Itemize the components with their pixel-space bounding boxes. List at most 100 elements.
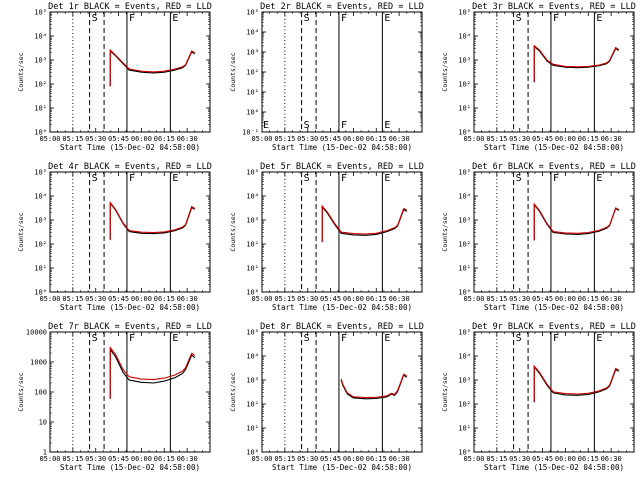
x-axis-label: Start Time (15-Dec-02 04:58:00) (60, 303, 200, 312)
y-tick-label: 10⁴ (246, 353, 259, 361)
marker-label-E: E (596, 173, 602, 184)
x-tick-label: 05:30 (85, 295, 106, 303)
lld-series-line (109, 48, 196, 87)
marker-label-bottom-E: E (384, 120, 390, 131)
y-tick-label: 10⁰ (458, 449, 471, 457)
x-tick-label: 05:00 (463, 135, 484, 143)
y-tick-label: 10⁰ (34, 289, 47, 297)
marker-label-S: S (92, 173, 98, 184)
x-tick-label: 06:30 (601, 455, 622, 463)
y-tick-label: 10⁰ (34, 129, 47, 137)
x-tick-label: 05:30 (297, 455, 318, 463)
x-axis-label: Start Time (15-Dec-02 04:58:00) (484, 303, 624, 312)
lld-series-line (533, 202, 620, 241)
panel-title: Det 8r BLACK = Events, RED = LLD (260, 322, 424, 332)
y-tick-label: 10⁵ (246, 169, 259, 177)
panel-title: Det 4r BLACK = Events, RED = LLD (48, 162, 212, 172)
marker-label-S: S (516, 13, 522, 24)
x-tick-label: 05:00 (251, 295, 272, 303)
y-axis-label: Counts/sec (229, 52, 237, 91)
y-tick-label: 10³ (34, 57, 47, 65)
plot-frame (473, 171, 635, 293)
marker-label-S: S (92, 13, 98, 24)
y-tick-label: 10⁴ (34, 193, 47, 201)
marker-label-F: F (129, 173, 135, 184)
y-tick-label: 10⁴ (246, 193, 259, 201)
y-axis-label: Counts/sec (229, 212, 237, 251)
x-axis-label: Start Time (15-Dec-02 04:58:00) (272, 303, 412, 312)
y-tick-label: 10⁵ (458, 9, 471, 17)
panel-title: Det 2r BLACK = Events, RED = LLD (260, 2, 424, 12)
y-tick-label: 10⁵ (34, 169, 47, 177)
lld-series-line (340, 373, 408, 399)
x-tick-label: 05:30 (297, 295, 318, 303)
x-tick-label: 06:30 (177, 295, 198, 303)
y-tick-label: 10⁵ (246, 9, 259, 17)
panel-5: Det 5r BLACK = Events, RED = LLD 05:00 05:… (229, 162, 424, 312)
y-tick-label: 10¹ (34, 105, 47, 113)
x-tick-label: 05:45 (320, 455, 341, 463)
x-tick-label: 06:30 (177, 135, 198, 143)
marker-label-F: F (553, 333, 559, 344)
plot-frame (261, 11, 423, 133)
x-axis-label: Start Time (15-Dec-02 04:58:00) (272, 143, 412, 152)
marker-label-E: E (172, 173, 178, 184)
panel-title: Det 1r BLACK = Events, RED = LLD (48, 2, 212, 12)
panel-title: Det 7r BLACK = Events, RED = LLD (48, 322, 212, 332)
x-tick-label: 05:45 (320, 295, 341, 303)
x-axis-label: Start Time (15-Dec-02 04:58:00) (60, 463, 200, 472)
x-tick-label: 06:15 (154, 455, 175, 463)
lld-series-line (533, 44, 620, 83)
x-tick-label: 05:45 (532, 455, 553, 463)
y-tick-label: 10⁴ (458, 33, 471, 41)
marker-label-S: S (516, 173, 522, 184)
y-tick-label: 10⁰ (458, 129, 471, 137)
marker-label-S: S (516, 333, 522, 344)
x-tick-label: 06:30 (389, 295, 410, 303)
marker-label-E: E (384, 13, 390, 24)
x-axis-label: Start Time (15-Dec-02 04:58:00) (60, 143, 200, 152)
marker-label-E: E (596, 13, 602, 24)
x-tick-label: 05:00 (251, 455, 272, 463)
x-tick-label: 06:00 (131, 455, 152, 463)
y-tick-label: 10¹ (246, 425, 259, 433)
x-tick-label: 06:15 (578, 135, 599, 143)
y-tick-label: 10² (246, 241, 259, 249)
x-tick-label: 05:00 (251, 135, 272, 143)
y-tick-label: 10² (246, 401, 259, 409)
marker-label-bottom-S: S (304, 120, 310, 131)
marker-label-F: F (341, 13, 347, 24)
y-tick-label: 1 (43, 449, 47, 457)
panel-7: Det 7r BLACK = Events, RED = LLD 05:00 05:… (17, 322, 212, 472)
y-tick-label: 10⁴ (34, 33, 47, 41)
y-axis-label: Counts/sec (17, 212, 25, 251)
marker-label-E: E (596, 333, 602, 344)
y-tick-label: 10¹ (34, 265, 47, 273)
y-tick-label: 10² (34, 241, 47, 249)
x-axis-label: Start Time (15-Dec-02 04:58:00) (484, 143, 624, 152)
y-tick-label: 10⁵ (246, 329, 259, 337)
events-series-line (533, 45, 620, 83)
lld-series-line (533, 364, 620, 403)
x-tick-label: 05:45 (108, 295, 129, 303)
x-tick-label: 05:00 (39, 455, 60, 463)
y-tick-label: 10⁰ (246, 449, 259, 457)
y-tick-label: 10 (39, 419, 47, 427)
y-tick-label: 10⁰ (246, 289, 259, 297)
x-tick-label: 06:15 (578, 455, 599, 463)
marker-label-E: E (384, 333, 390, 344)
y-axis-label: Counts/sec (229, 372, 237, 411)
x-tick-label: 06:00 (555, 135, 576, 143)
x-tick-label: 05:15 (62, 295, 83, 303)
x-tick-label: 05:45 (320, 135, 341, 143)
panel-8: Det 8r BLACK = Events, RED = LLD 05:00 05:… (229, 322, 424, 472)
x-tick-label: 05:30 (85, 135, 106, 143)
panel-title: Det 5r BLACK = Events, RED = LLD (260, 162, 424, 172)
x-tick-label: 05:45 (108, 455, 129, 463)
plot-frame (473, 331, 635, 453)
y-tick-label: 10³ (246, 49, 259, 57)
y-axis-label: Counts/sec (441, 372, 449, 411)
marker-label-E: E (384, 173, 390, 184)
